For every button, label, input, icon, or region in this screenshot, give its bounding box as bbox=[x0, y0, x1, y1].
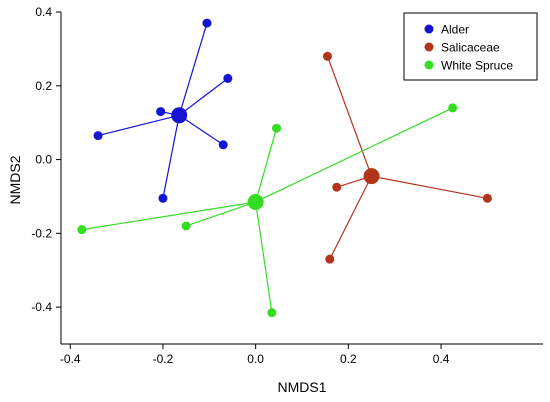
spider-line bbox=[329, 175, 373, 260]
legend: Alder Salicaceae White Spruce bbox=[403, 12, 538, 81]
spider-line bbox=[81, 201, 256, 231]
x-axis-ticks: -0.4 -0.2 0.0 0.2 0.4 bbox=[60, 344, 450, 366]
spider-line bbox=[97, 114, 180, 137]
y-tick-label: -0.4 bbox=[31, 300, 52, 314]
spider-line bbox=[255, 128, 278, 203]
spider-line bbox=[178, 114, 224, 146]
centroid-point bbox=[247, 193, 264, 210]
spider-line bbox=[255, 201, 273, 313]
data-point bbox=[322, 51, 332, 61]
legend-label: White Spruce bbox=[441, 59, 513, 73]
data-point bbox=[156, 107, 166, 117]
data-point bbox=[448, 103, 458, 113]
y-tick-label: 0.2 bbox=[35, 79, 52, 93]
x-tick-label: 0.2 bbox=[340, 352, 357, 366]
data-point bbox=[158, 193, 168, 203]
spider-line bbox=[178, 22, 208, 116]
data-point bbox=[482, 193, 492, 203]
centroid-point bbox=[171, 107, 188, 124]
legend-label: Alder bbox=[441, 23, 469, 37]
data-point bbox=[267, 308, 277, 318]
y-axis-title: NMDS2 bbox=[7, 155, 23, 204]
x-tick-label: -0.4 bbox=[60, 352, 81, 366]
spider-line bbox=[326, 56, 373, 177]
series-alder bbox=[93, 18, 233, 203]
y-tick-label: 0.0 bbox=[35, 153, 52, 167]
spider-line bbox=[255, 107, 453, 203]
spider-line bbox=[162, 115, 180, 199]
legend-marker bbox=[424, 24, 434, 34]
data-point bbox=[202, 18, 212, 28]
data-point bbox=[325, 254, 335, 264]
x-tick-label: 0.4 bbox=[433, 352, 450, 366]
data-point bbox=[272, 123, 282, 133]
y-tick-label: -0.2 bbox=[31, 226, 52, 240]
data-point bbox=[332, 182, 342, 192]
legend-marker bbox=[424, 60, 434, 70]
y-axis-ticks: -0.4 -0.2 0.0 0.2 0.4 bbox=[31, 5, 61, 314]
legend-marker bbox=[424, 42, 434, 52]
x-axis-title: NMDS1 bbox=[277, 379, 326, 395]
spider-line bbox=[178, 77, 229, 116]
series-layer bbox=[77, 18, 492, 318]
x-tick-label: -0.2 bbox=[153, 352, 174, 366]
series-white-spruce bbox=[77, 103, 458, 318]
y-tick-label: 0.4 bbox=[35, 5, 52, 19]
spider-line bbox=[371, 175, 488, 199]
centroid-point bbox=[363, 168, 380, 185]
data-point bbox=[77, 225, 87, 235]
data-point bbox=[223, 73, 233, 83]
legend-label: Salicaceae bbox=[441, 41, 500, 55]
x-tick-label: 0.0 bbox=[247, 352, 264, 366]
spider-line bbox=[185, 201, 256, 227]
data-point bbox=[181, 221, 191, 231]
data-point bbox=[93, 131, 103, 141]
series-salicaceae bbox=[322, 51, 492, 264]
data-point bbox=[218, 140, 228, 150]
